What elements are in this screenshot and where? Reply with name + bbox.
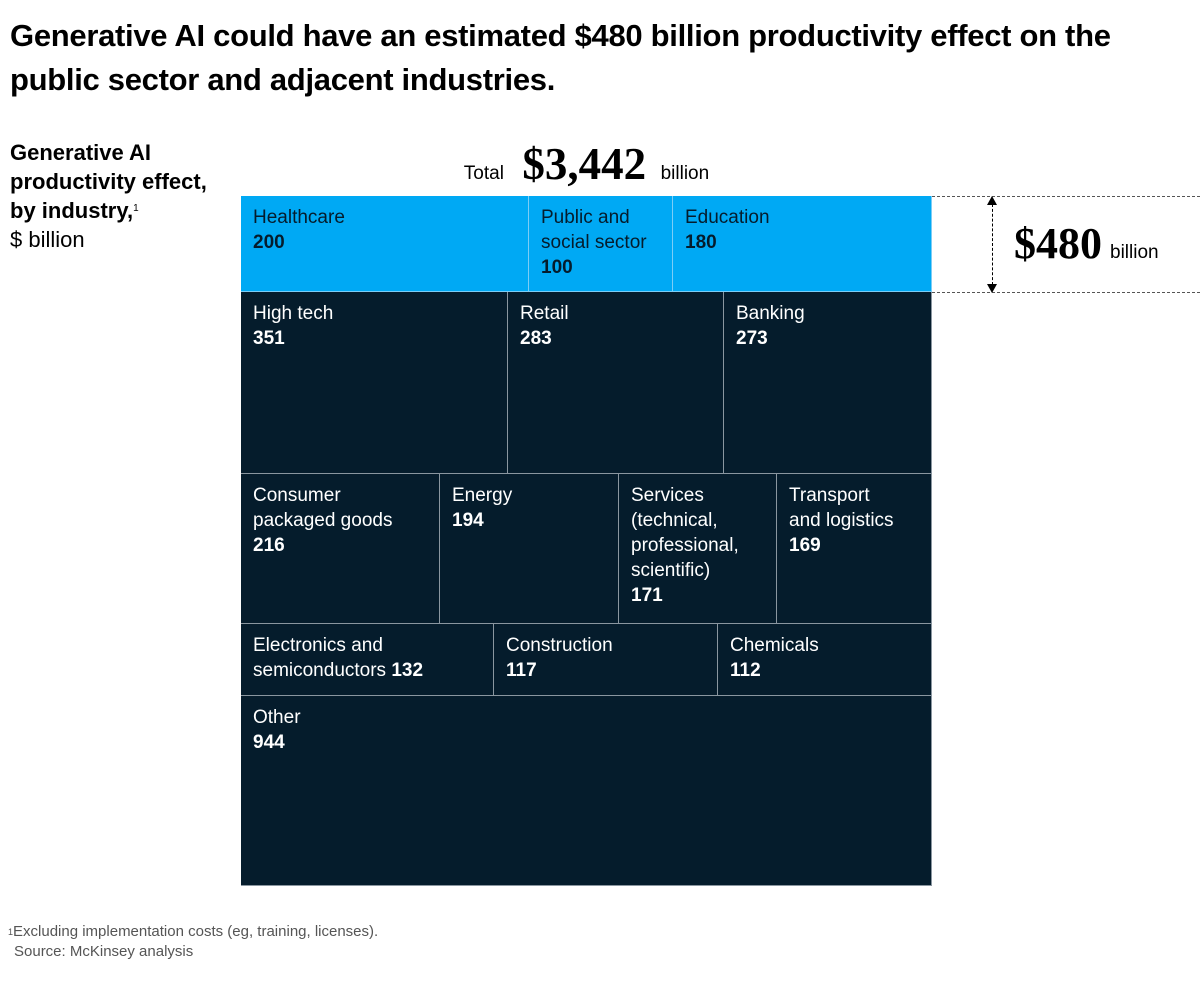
cell-value: 351 (253, 328, 285, 349)
cell-value: 171 (631, 585, 663, 606)
cell-label: Consumer packaged goods (253, 485, 393, 531)
total-suffix: billion (660, 163, 710, 184)
bracket-bottom-dashed-line (932, 292, 1200, 293)
footnote-text: Excluding implementation costs (eg, trai… (13, 923, 379, 940)
treemap-cell-retail: Retail 283 (508, 292, 724, 474)
highlight-total: $480 billion (1014, 218, 1159, 269)
cell-value: 100 (541, 257, 573, 278)
cell-value: 283 (520, 328, 552, 349)
footnote: 1Excluding implementation costs (eg, tra… (8, 922, 378, 962)
cell-label: Construction (506, 635, 613, 656)
cell-value: 180 (685, 232, 717, 253)
treemap-cell-other: Other 944 (241, 696, 932, 886)
source-note: Source: McKinsey analysis (14, 943, 194, 960)
cell-label: Public and social sector (541, 207, 647, 253)
treemap-cell-construction: Construction 117 (494, 624, 718, 696)
cell-label: Energy (452, 485, 513, 506)
cell-value: 273 (736, 328, 768, 349)
cell-label: Chemicals (730, 635, 819, 656)
highlight-total-suffix: billion (1110, 242, 1159, 263)
highlight-total-value: $480 (1014, 219, 1102, 268)
total-readout: Total $3,442 billion (241, 138, 932, 190)
cell-label: Retail (520, 303, 569, 324)
footnote-marker: 1 (8, 927, 14, 937)
bracket-top-dashed-line (932, 196, 1200, 197)
cell-value: 117 (506, 660, 537, 681)
total-prefix: Total (463, 163, 504, 184)
cell-value: 194 (452, 510, 484, 531)
cell-label: Education (685, 207, 770, 228)
treemap-cell-consumer-packaged-goods: Consumer packaged goods 216 (241, 474, 440, 624)
treemap-cell-healthcare: Healthcare 200 (241, 196, 529, 292)
chart-title: Generative AI could have an estimated $4… (10, 18, 1111, 97)
cell-label: Electronics and semiconductors 132 (253, 635, 424, 681)
cell-value: 169 (789, 535, 821, 556)
treemap: Healthcare 200 Public and social sector 100 E… (241, 196, 932, 886)
cell-value: 112 (730, 660, 761, 681)
treemap-cell-energy: Energy 194 (440, 474, 619, 624)
treemap-cell-electronics-and-semiconductors: Electronics and semiconductors 132 (241, 624, 494, 696)
cell-label: Healthcare (253, 207, 345, 228)
highlight-bracket: $480 billion (932, 196, 1200, 293)
cell-value: 944 (253, 732, 285, 753)
treemap-cell-public-and-social-sector: Public and social sector 100 (529, 196, 673, 292)
treemap-cell-chemicals: Chemicals 112 (718, 624, 932, 696)
bracket-vertical-line (992, 204, 993, 285)
treemap-cell-services-technical-professional-scientific: Services (technical, professional, scientif… (619, 474, 777, 624)
cell-value: 132 (386, 660, 424, 681)
arrow-up-icon (987, 196, 997, 205)
arrow-down-icon (987, 284, 997, 293)
measure-label-text: Generative AI productivity effect, by in… (10, 140, 207, 223)
treemap-cell-education: Education 180 (673, 196, 932, 292)
cell-label: High tech (253, 303, 334, 324)
cell-value: 200 (253, 232, 285, 253)
treemap-cell-high-tech: High tech 351 (241, 292, 508, 474)
cell-label: Banking (736, 303, 805, 324)
treemap-cell-transport-and-logistics: Transport and logistics 169 (777, 474, 932, 624)
unit-label: $ billion (10, 227, 85, 252)
footnote-marker: 1 (133, 203, 139, 214)
cell-label: Transport and logistics (789, 485, 894, 531)
cell-label: Services (technical, professional, scientif… (631, 485, 739, 581)
cell-label: Other (253, 707, 301, 728)
measure-label: Generative AI productivity effect, by in… (10, 138, 210, 254)
treemap-cell-banking: Banking 273 (724, 292, 932, 474)
total-value: $3,442 (522, 139, 647, 189)
cell-value: 216 (253, 535, 285, 556)
